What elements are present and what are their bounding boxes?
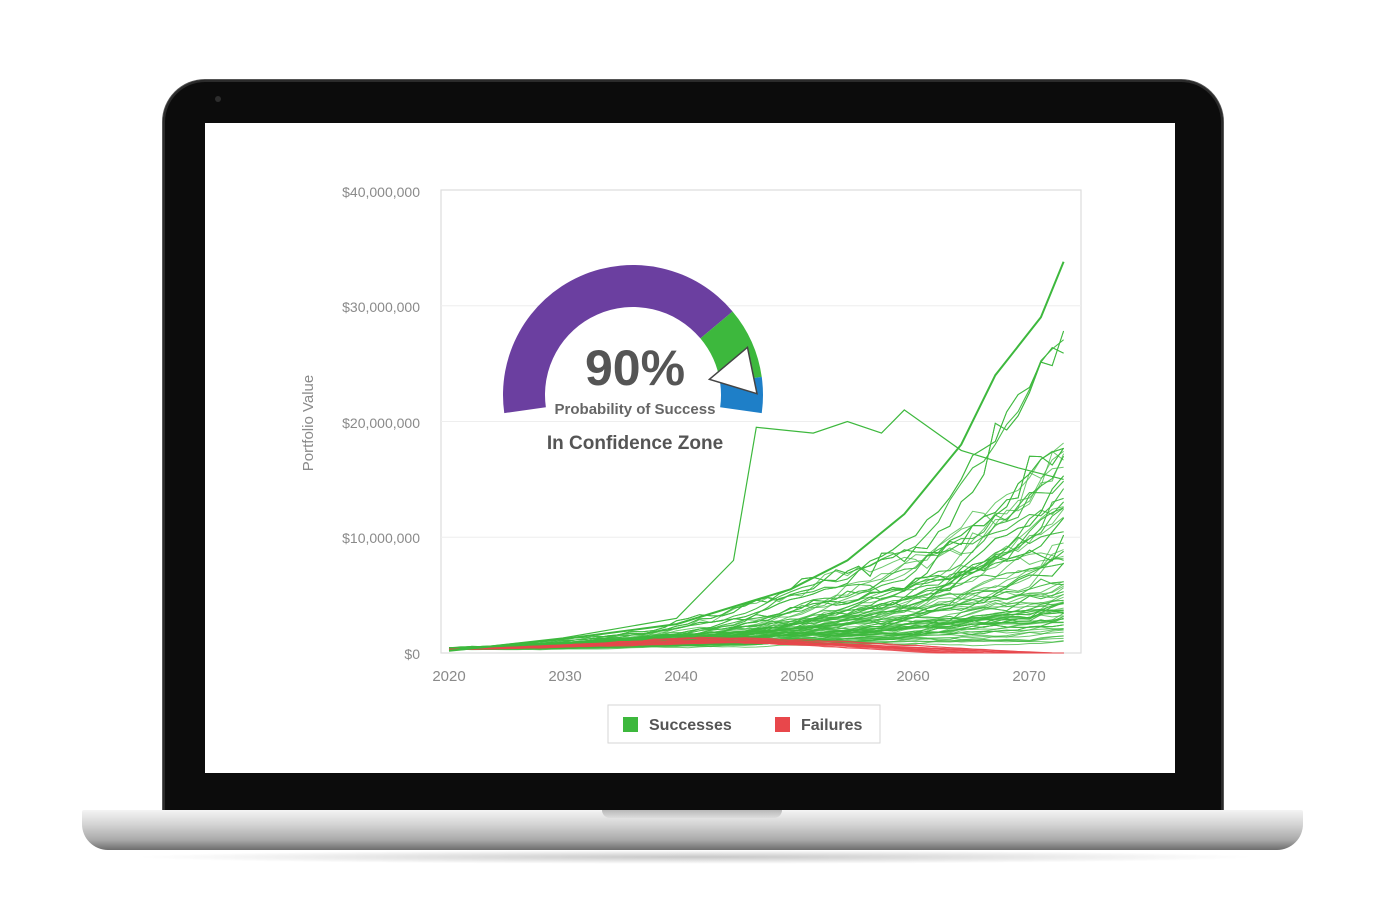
- highlighted-path: [448, 409, 1064, 652]
- gauge-pointer-icon: [707, 345, 758, 395]
- highlighted-paths: [448, 261, 1065, 652]
- y-tick-label: $10,000,000: [342, 530, 420, 546]
- failures-series: [448, 636, 1064, 654]
- y-tick-label: $30,000,000: [342, 299, 420, 315]
- success-path: [448, 330, 1065, 649]
- legend-box: [607, 704, 881, 744]
- x-tick-label: 2060: [896, 668, 929, 685]
- legend-swatch-successes[interactable]: [623, 717, 638, 732]
- legend-swatch-failures[interactable]: [775, 717, 790, 732]
- y-axis-label: Portfolio Value: [300, 375, 317, 471]
- x-tick-label: 2040: [664, 668, 697, 685]
- gauge-value: 90%: [585, 340, 685, 396]
- x-tick-label: 2050: [780, 668, 813, 685]
- laptop-screen: $0 $10,000,000 $20,000,000 $30,000,000 $…: [205, 123, 1175, 773]
- laptop-shadow: [130, 850, 1260, 864]
- chart-legend: Successes Failures: [607, 704, 881, 744]
- x-tick-label: 2020: [432, 668, 465, 685]
- probability-gauge: 90% Probability of Success In Confidence…: [503, 265, 763, 454]
- camera-icon: [215, 96, 221, 102]
- success-path: [448, 480, 1064, 650]
- y-tick-label: $20,000,000: [342, 415, 420, 431]
- highlighted-path: [448, 261, 1065, 652]
- monte-carlo-chart: $0 $10,000,000 $20,000,000 $30,000,000 $…: [300, 184, 1082, 744]
- legend-label-failures[interactable]: Failures: [801, 717, 862, 734]
- y-tick-label: $40,000,000: [342, 184, 420, 200]
- y-tick-label: $0: [404, 646, 420, 662]
- y-axis-ticks: $0 $10,000,000 $20,000,000 $30,000,000 $…: [342, 184, 420, 662]
- x-tick-label: 2030: [548, 668, 581, 685]
- x-axis-ticks: 2020 2030 2040 2050 2060 2070: [432, 668, 1045, 685]
- failure-path: [448, 636, 1064, 654]
- legend-label-successes[interactable]: Successes: [649, 717, 732, 734]
- laptop-base: [82, 810, 1303, 850]
- gauge-zone: In Confidence Zone: [547, 433, 723, 454]
- x-tick-label: 2070: [1012, 668, 1045, 685]
- laptop-base-notch: [602, 810, 782, 818]
- failure-path: [448, 641, 1064, 654]
- gauge-segment-low: [503, 265, 733, 414]
- gauge-label: Probability of Success: [555, 401, 716, 418]
- laptop-lid: $0 $10,000,000 $20,000,000 $30,000,000 $…: [163, 80, 1223, 818]
